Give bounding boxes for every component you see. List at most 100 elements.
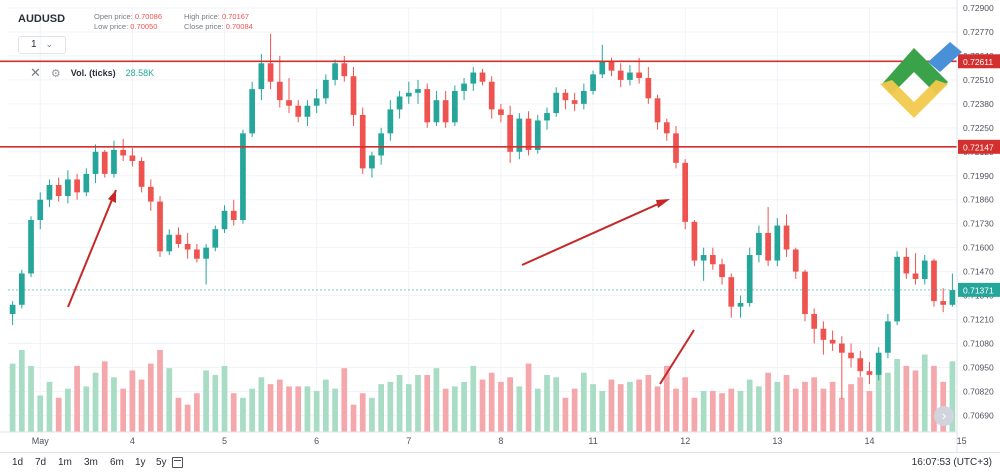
candle-body [921, 260, 928, 279]
volume-bar [544, 375, 550, 432]
candle-body [350, 76, 357, 115]
candle-body [627, 72, 633, 80]
volume-bar [811, 377, 818, 432]
timeframe-3m[interactable]: 3m [84, 457, 98, 468]
volume-bar [682, 377, 689, 432]
y-tick-label: 0.72770 [963, 27, 994, 37]
candle-body [129, 155, 136, 162]
volume-bar [295, 386, 302, 432]
volume-bar [829, 381, 836, 432]
volume-value: 28.58K [125, 68, 155, 78]
volume-bar [415, 375, 421, 432]
volume-bar [221, 365, 228, 432]
candle-body [249, 89, 256, 134]
volume-bar [746, 379, 753, 432]
trend-arrow-1-head [108, 190, 116, 203]
candle-body [857, 358, 864, 372]
resistance-price-tag [958, 54, 1000, 69]
high-label: High price: [184, 12, 220, 21]
volume-bar [912, 370, 919, 432]
y-tick-label: 0.71080 [963, 339, 994, 349]
volume-bar [442, 388, 449, 432]
interval-select[interactable]: 1 ⌄ [18, 36, 66, 54]
volume-bar [157, 349, 163, 432]
x-tick-label: 7 [406, 436, 411, 446]
x-tick-label: 13 [772, 436, 782, 446]
candle-body [157, 201, 163, 252]
candle-body [304, 105, 311, 117]
volume-bar [452, 386, 458, 432]
volume-bar [461, 381, 467, 432]
candle-body [673, 133, 679, 163]
candle-body [452, 90, 458, 123]
x-tick-label: 14 [864, 436, 874, 446]
volume-bar [46, 381, 53, 432]
x-tick-label: May [32, 436, 50, 446]
volume-bar [820, 388, 827, 432]
timeframe-7d[interactable]: 7d [35, 457, 47, 468]
candles [9, 33, 956, 399]
candle-body [424, 89, 431, 123]
candle-body [387, 109, 394, 134]
symbol-name[interactable]: AUDUSD [18, 13, 66, 25]
volume-bar [147, 363, 154, 432]
chevron-right-icon[interactable]: › [934, 406, 954, 426]
timeframe-1y[interactable]: 1y [135, 457, 146, 468]
y-tick-label: 0.71600 [963, 243, 994, 253]
volume-bar [313, 390, 320, 432]
candle-body [894, 256, 900, 322]
calendar-icon[interactable] [172, 457, 183, 468]
candle-body [719, 264, 725, 278]
timeframe-1m[interactable]: 1m [58, 457, 72, 468]
volume-bar [240, 397, 246, 432]
candle-body [83, 173, 90, 193]
y-tick-label: 0.72250 [963, 123, 994, 133]
open-value: 0.70086 [134, 12, 162, 21]
volume-bar [553, 377, 560, 432]
volume-bar [323, 379, 329, 432]
x-tick-label: 8 [498, 436, 503, 446]
volume-bar [350, 404, 357, 432]
y-tick-label: 0.72510 [963, 75, 994, 85]
timeframe-6m[interactable]: 6m [110, 457, 124, 468]
candle-body [792, 249, 799, 272]
volume-bar [470, 365, 477, 432]
candle-body [442, 100, 449, 123]
gear-icon[interactable]: ⚙ [50, 67, 61, 80]
volume-bar [83, 386, 90, 432]
candle-body [37, 199, 44, 220]
candle-body [654, 98, 661, 123]
candle-body [286, 100, 292, 106]
candle-body [525, 118, 532, 150]
candle-body [829, 339, 836, 344]
candle-body [166, 234, 173, 252]
y-tick-label: 0.71860 [963, 195, 994, 205]
price-axis-bg [957, 0, 1000, 452]
candle-body [663, 122, 670, 134]
y-tick-label: 0.71210 [963, 315, 994, 325]
candle-body [728, 277, 735, 307]
close-icon[interactable]: ✕ [30, 65, 41, 80]
support-price-label: 0.72147 [963, 142, 994, 152]
x-tick-label: 6 [314, 436, 319, 446]
candle-body [820, 328, 827, 340]
y-tick-label: 0.71990 [963, 171, 994, 181]
volume-bar [765, 372, 771, 432]
candle-body [553, 92, 560, 114]
volume-bar [562, 397, 569, 432]
timeframe-1d[interactable]: 1d [12, 457, 24, 468]
volume-bar [792, 388, 799, 432]
x-tick-label: 4 [130, 436, 135, 446]
volume-bar [516, 386, 523, 432]
support-price-tag [958, 139, 1000, 154]
candle-body [488, 81, 495, 110]
timeframe-5y[interactable]: 5y [156, 457, 167, 468]
volume-bar [931, 365, 937, 432]
candle-body [369, 155, 375, 169]
candle-body [562, 92, 569, 101]
x-tick-label: 12 [680, 436, 690, 446]
candle-body [498, 109, 504, 115]
interval-value: 1 [31, 39, 37, 50]
